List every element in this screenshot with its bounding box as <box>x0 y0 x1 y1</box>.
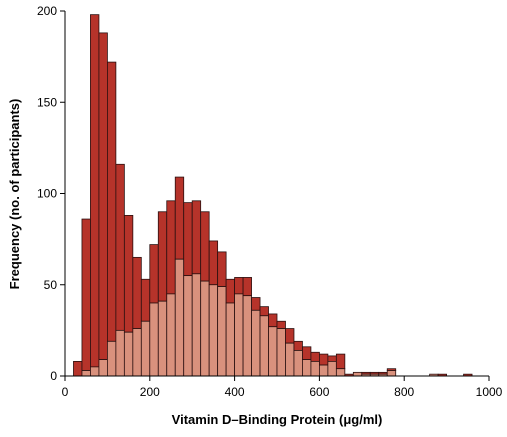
y-tick-label: 100 <box>37 187 57 201</box>
x-tick-label: 800 <box>394 385 414 399</box>
bar-lower-9 <box>149 302 159 377</box>
bar-upper-22 <box>259 306 269 317</box>
bar-lower-18 <box>225 302 235 377</box>
bar-lower-5 <box>115 329 125 377</box>
bar-upper-24 <box>276 320 286 329</box>
bar-lower-15 <box>200 280 210 377</box>
x-tick-label: 0 <box>62 385 69 399</box>
bar-lower-14 <box>191 273 202 377</box>
bar-upper-10 <box>157 211 168 302</box>
bar-upper-16 <box>208 240 219 286</box>
bar-lower-24 <box>276 328 286 377</box>
bar-lower-29 <box>318 364 329 377</box>
y-tick-label: 0 <box>50 369 57 383</box>
bar-upper-4 <box>107 61 117 342</box>
y-axis-title: Frequency (no. of participants) <box>7 99 22 290</box>
bar-lower-23 <box>268 326 278 377</box>
bar-upper-13 <box>183 202 193 277</box>
bar-upper-9 <box>149 244 159 304</box>
bar-lower-16 <box>208 284 219 377</box>
y-tick-label: 200 <box>37 4 57 18</box>
bar-upper-3 <box>98 32 108 360</box>
bar-upper-15 <box>200 211 210 282</box>
bar-lower-13 <box>183 275 193 377</box>
bar-group <box>73 14 473 377</box>
bar-upper-12 <box>174 176 185 260</box>
bar-upper-0 <box>73 360 83 377</box>
bar-upper-21 <box>251 297 261 311</box>
bar-upper-20 <box>242 277 252 297</box>
bar-upper-2 <box>90 14 100 368</box>
bar-lower-10 <box>157 300 168 377</box>
bar-lower-12 <box>174 258 185 377</box>
bar-lower-3 <box>98 359 108 377</box>
x-tick-label: 600 <box>309 385 329 399</box>
bar-lower-30 <box>327 360 337 377</box>
bar-lower-11 <box>166 293 176 377</box>
bar-lower-17 <box>217 286 227 377</box>
bar-upper-11 <box>166 200 176 295</box>
bar-lower-19 <box>234 293 244 377</box>
y-tick-label: 50 <box>44 278 58 292</box>
y-tick-group: 0 50 100 150 200 <box>37 4 65 383</box>
bar-upper-30 <box>327 355 337 362</box>
bar-lower-2 <box>90 366 100 377</box>
bar-upper-1 <box>81 218 91 371</box>
bar-upper-17 <box>217 251 227 287</box>
bar-upper-31 <box>335 353 346 370</box>
bar-lower-27 <box>302 359 312 377</box>
bar-upper-6 <box>123 214 134 333</box>
bar-lower-37 <box>386 370 397 377</box>
bar-lower-7 <box>132 328 142 377</box>
bar-upper-19 <box>234 277 244 295</box>
bar-upper-28 <box>310 351 320 362</box>
bar-upper-23 <box>268 313 278 328</box>
bar-lower-4 <box>107 340 117 377</box>
x-tick-label: 1000 <box>476 385 503 399</box>
bar-upper-18 <box>225 278 235 304</box>
bar-upper-14 <box>191 200 202 275</box>
bar-lower-21 <box>251 309 261 377</box>
bar-upper-29 <box>318 353 329 366</box>
bar-upper-26 <box>293 340 303 351</box>
x-tick-label: 200 <box>140 385 160 399</box>
bar-upper-27 <box>302 346 312 360</box>
bar-upper-25 <box>285 328 295 344</box>
bar-lower-33 <box>352 371 363 377</box>
bar-upper-8 <box>140 278 151 322</box>
bar-upper-5 <box>115 163 125 331</box>
bar-lower-1 <box>81 370 91 377</box>
x-tick-label: 400 <box>225 385 245 399</box>
bar-lower-28 <box>310 360 320 377</box>
bar-lower-22 <box>259 315 269 377</box>
bar-upper-7 <box>132 256 142 329</box>
bar-lower-31 <box>335 368 346 377</box>
bar-lower-26 <box>293 350 303 377</box>
bar-lower-6 <box>123 331 134 377</box>
x-axis-title: Vitamin D–Binding Protein (μg/ml) <box>172 412 383 427</box>
bar-lower-8 <box>140 320 151 377</box>
bar-lower-20 <box>242 295 252 377</box>
x-tick-group: 0 200 400 600 800 1000 <box>62 376 503 399</box>
bar-lower-25 <box>285 342 295 377</box>
y-tick-label: 150 <box>37 95 57 109</box>
